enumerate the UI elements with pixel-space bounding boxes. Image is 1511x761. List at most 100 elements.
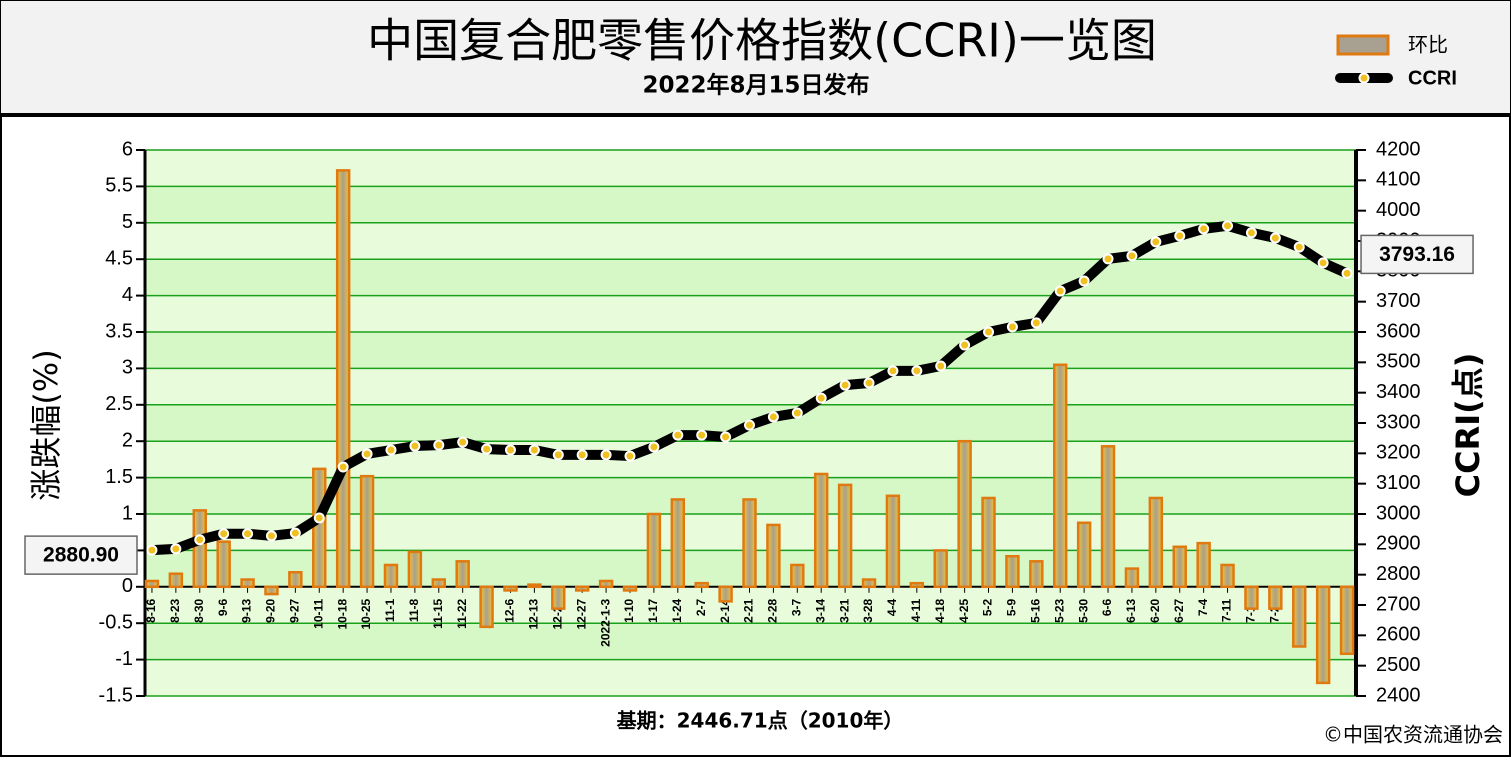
source: ©中国农资流通协会 xyxy=(1323,723,1503,747)
ccri-point xyxy=(242,528,254,540)
ccri-point xyxy=(528,444,540,456)
ccri-point xyxy=(1222,220,1234,232)
ccri-point xyxy=(576,449,588,461)
bar xyxy=(383,563,399,589)
x-tick-label: 6-20 xyxy=(1148,598,1162,622)
legend-label: 环比 xyxy=(1408,33,1448,57)
bar xyxy=(527,583,542,589)
ccri-point xyxy=(983,326,995,338)
value-label-box xyxy=(24,535,138,575)
ccri-point xyxy=(911,365,923,377)
ccri-point xyxy=(1198,223,1210,235)
y-axis-title: 涨跌幅(%) xyxy=(27,349,65,500)
y2-tick-label: 2400 xyxy=(1376,684,1421,706)
x-tick-label: 4-18 xyxy=(933,598,947,622)
ccri-point xyxy=(1006,321,1018,333)
bar xyxy=(503,585,518,592)
plot-band xyxy=(145,332,1356,369)
plot-band xyxy=(145,186,1356,223)
y2-tick-label: 4100 xyxy=(1376,169,1421,191)
bar xyxy=(670,498,686,589)
ccri-point xyxy=(481,443,493,455)
ccri-point xyxy=(361,448,373,460)
y2-tick-label: 2600 xyxy=(1376,624,1421,646)
y-tick-label: -0.5 xyxy=(99,611,133,633)
x-tick-label: 5-23 xyxy=(1052,598,1066,622)
bar xyxy=(1292,585,1307,648)
bar xyxy=(288,570,303,589)
ccri-point xyxy=(313,512,325,524)
y2-tick-label: 2700 xyxy=(1376,593,1421,615)
bar xyxy=(335,169,351,589)
x-tick-label: 5-9 xyxy=(1005,598,1019,616)
bar xyxy=(1100,445,1116,589)
bar xyxy=(598,579,614,589)
bar xyxy=(813,472,829,589)
y-tick-label: 0 xyxy=(122,575,133,597)
x-tick-label: 10-18 xyxy=(335,598,349,629)
bar xyxy=(1315,585,1331,685)
ccri-point xyxy=(1126,250,1138,262)
bar xyxy=(1268,585,1283,610)
x-tick-label: 9-13 xyxy=(240,598,254,622)
bar xyxy=(1053,363,1068,589)
x-tick-label: 10-25 xyxy=(359,598,373,629)
bar xyxy=(766,523,781,589)
x-tick-label: 6-27 xyxy=(1172,598,1186,622)
y-tick-label: -1 xyxy=(115,648,133,670)
ccri-point xyxy=(1245,227,1257,239)
x-tick-label: 2-21 xyxy=(742,598,756,622)
x-tick-label: 12-6 xyxy=(503,598,517,622)
ccri-point xyxy=(1054,285,1066,297)
bar xyxy=(479,585,494,629)
x-tick-label: 6-13 xyxy=(1124,598,1138,622)
y2-tick-label: 3500 xyxy=(1376,351,1421,373)
x-tick-label: 11-8 xyxy=(407,598,421,622)
ccri-point xyxy=(600,449,612,461)
legend-swatch xyxy=(1336,34,1390,56)
ccri-point xyxy=(791,407,803,419)
bar xyxy=(359,474,375,589)
y2-tick-label: 3400 xyxy=(1376,381,1421,403)
ccri-point xyxy=(696,429,708,441)
bar xyxy=(694,581,709,589)
ccri-point xyxy=(146,544,158,556)
plot-band xyxy=(145,623,1356,660)
y2-axis-title: CCRI(点) xyxy=(1449,353,1487,498)
x-tick-label: 3-28 xyxy=(861,598,875,622)
x-tick-label: 2-14 xyxy=(718,598,732,622)
bar xyxy=(1220,563,1235,589)
y-tick-label: -1.5 xyxy=(99,684,133,706)
bar xyxy=(885,494,901,589)
ccri-point xyxy=(672,429,684,441)
ccri-point xyxy=(170,543,182,555)
bar xyxy=(144,579,160,589)
value-label-box xyxy=(1360,234,1474,275)
y-tick-label: 2 xyxy=(122,429,133,451)
x-tick-label: 2-7 xyxy=(694,598,708,616)
y2-tick-label: 3700 xyxy=(1376,290,1421,312)
y2-tick-label: 2500 xyxy=(1376,654,1421,676)
y-tick-label: 2.5 xyxy=(105,393,133,415)
bar xyxy=(455,560,470,589)
y-tick-label: 1 xyxy=(122,502,133,524)
y-tick-label: 4.5 xyxy=(105,247,133,269)
y-tick-label: 3 xyxy=(122,357,133,379)
x-tick-label: 7-11 xyxy=(1220,598,1234,622)
x-tick-label: 12-27 xyxy=(574,598,588,629)
x-tick-label: 4-25 xyxy=(957,598,971,622)
x-tick-label: 1-24 xyxy=(670,598,684,622)
y-tick-label: 6 xyxy=(122,138,133,160)
bar xyxy=(1196,541,1211,589)
y2-tick-label: 3300 xyxy=(1376,411,1421,433)
ccri-point xyxy=(1317,257,1329,269)
y-tick-label: 4 xyxy=(122,284,133,306)
bar xyxy=(551,585,566,610)
y2-tick-label: 4000 xyxy=(1376,199,1421,221)
ccri-point xyxy=(624,450,636,462)
ccri-point xyxy=(218,528,230,540)
ccri-point xyxy=(1078,275,1090,287)
ccri-point xyxy=(504,444,516,456)
bar xyxy=(1172,545,1187,589)
